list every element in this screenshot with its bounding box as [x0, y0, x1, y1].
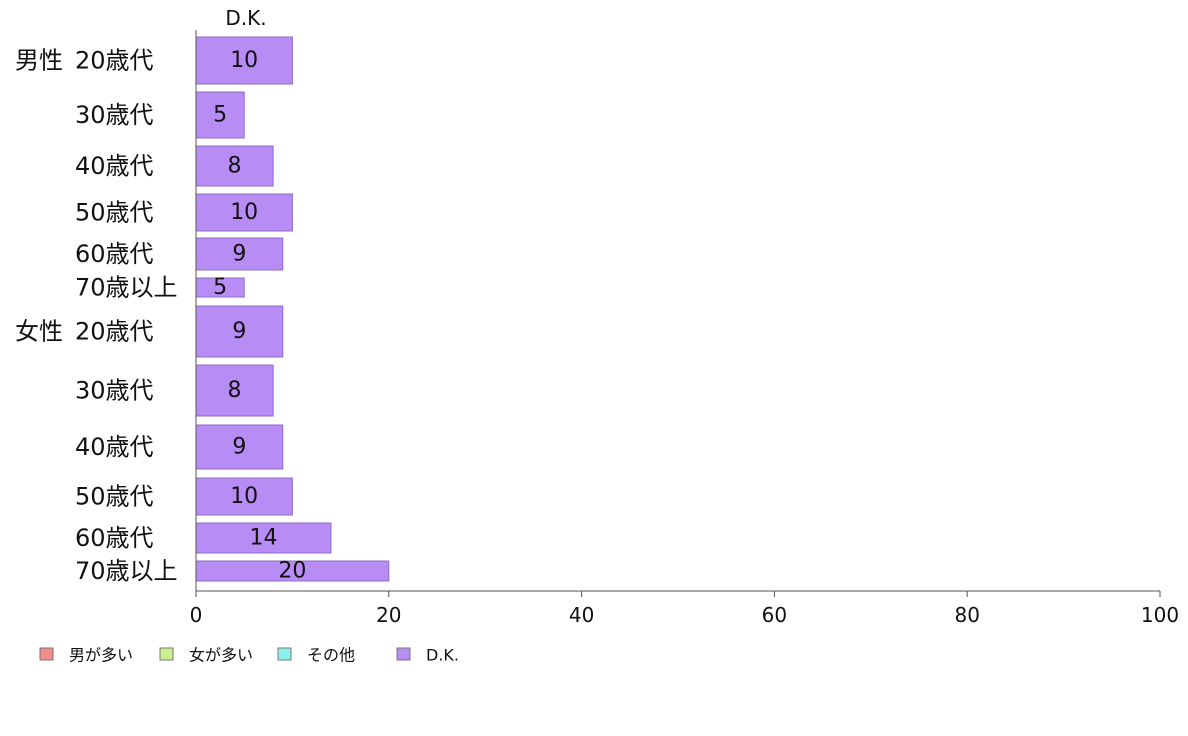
bar [195, 364, 274, 417]
bar-value-label: 5 [213, 275, 227, 300]
legend-swatch [277, 647, 292, 661]
category-label: 50歳代 [75, 199, 154, 227]
legend-label: その他 [307, 646, 355, 665]
bar-value-label: 9 [232, 319, 246, 344]
category-label: 70歳以上 [75, 557, 178, 585]
bar-value-label: 10 [230, 484, 258, 509]
x-axis: 0 20 40 60 80 100 [190, 30, 1179, 627]
category-label: 40歳代 [75, 433, 154, 461]
series-header: D.K. [225, 6, 266, 30]
bar [195, 36, 293, 85]
legend: 男が多い 女が多い その他 D.K. [39, 646, 459, 665]
legend-swatch [396, 647, 411, 661]
bar-value-label: 8 [228, 378, 242, 403]
category-label: 30歳代 [75, 377, 154, 405]
x-tick-label: 60 [762, 603, 787, 627]
category-label: 30歳代 [75, 101, 154, 129]
legend-label: 男が多い [69, 646, 133, 665]
group-label: 女性 [15, 318, 63, 346]
category-label: 20歳代 [75, 318, 154, 346]
category-label: 40歳代 [75, 152, 154, 180]
legend-label: D.K. [426, 646, 459, 665]
x-tick-label: 100 [1141, 603, 1179, 627]
group-label: 男性 [15, 47, 63, 75]
bar-value-label: 9 [232, 242, 246, 267]
x-tick-label: 80 [954, 603, 979, 627]
bar-value-label: 5 [213, 103, 227, 128]
category-label: 50歳代 [75, 483, 154, 511]
legend-label: 女が多い [189, 646, 253, 665]
x-tick-label: 0 [190, 603, 203, 627]
x-tick-label: 40 [569, 603, 594, 627]
category-labels: 20歳代男性30歳代40歳代50歳代60歳代70歳以上20歳代女性30歳代40歳… [15, 47, 178, 586]
category-label: 20歳代 [75, 47, 154, 75]
bar-value-label: 9 [232, 435, 246, 460]
legend-swatch [159, 647, 174, 661]
bar [195, 237, 284, 271]
bar-value-label: 10 [230, 200, 258, 225]
legend-swatch [39, 647, 54, 661]
bar-value-label: 8 [228, 154, 242, 179]
x-tick-label: 20 [376, 603, 401, 627]
bar [195, 193, 293, 232]
bar-value-label: 10 [230, 48, 258, 73]
bar [195, 91, 245, 139]
bar-value-label: 20 [278, 559, 306, 584]
bar [195, 145, 274, 187]
category-label: 60歳代 [75, 240, 154, 268]
category-label: 60歳代 [75, 524, 154, 552]
category-label: 70歳以上 [75, 274, 178, 302]
bar [195, 305, 284, 358]
bar-value-label: 14 [249, 526, 277, 551]
